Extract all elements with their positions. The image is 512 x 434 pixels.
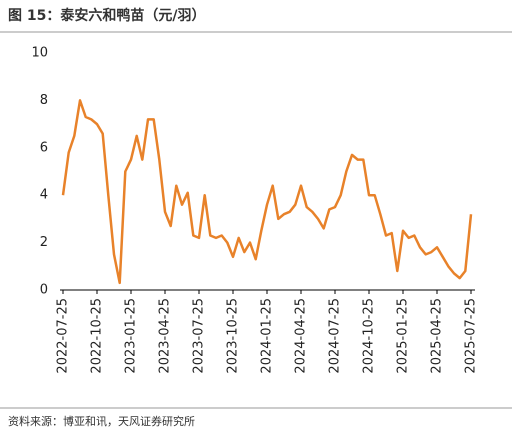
x-tick-label: 2022-07-25 — [56, 298, 71, 374]
x-tick-label: 2025-01-25 — [396, 298, 411, 374]
source-note: 资料来源：博亚和讯，天风证券研究所 — [8, 414, 195, 428]
y-tick-label: 0 — [40, 283, 48, 298]
chart-title: 图 15：泰安六和鸭苗（元/羽） — [8, 7, 205, 24]
y-tick-label: 8 — [40, 93, 48, 108]
x-tick-label: 2023-04-25 — [158, 298, 173, 374]
x-tick-label: 2023-07-25 — [192, 298, 207, 374]
x-tick-label: 2023-01-25 — [124, 298, 139, 374]
x-tick-label: 2024-04-25 — [294, 298, 309, 374]
x-tick-label: 2024-10-25 — [362, 298, 377, 374]
x-tick-label: 2023-10-25 — [226, 298, 241, 374]
x-tick-label: 2024-07-25 — [328, 298, 343, 374]
x-tick-label: 2025-07-25 — [464, 298, 479, 374]
y-tick-label: 2 — [40, 235, 48, 250]
x-tick-label: 2022-10-25 — [90, 298, 105, 374]
y-tick-label: 4 — [40, 188, 48, 203]
x-tick-label: 2024-01-25 — [260, 298, 275, 374]
y-tick-label: 10 — [31, 46, 48, 61]
y-tick-label: 6 — [40, 140, 48, 155]
x-tick-label: 2025-04-25 — [430, 298, 445, 374]
data-line — [61, 99, 473, 285]
